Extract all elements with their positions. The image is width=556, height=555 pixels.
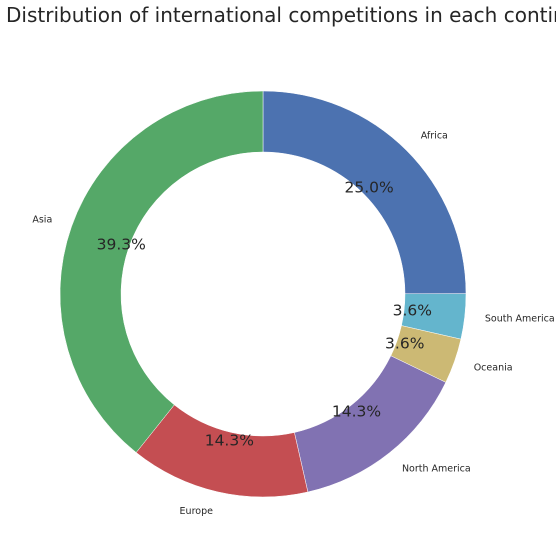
slice-label-south-america: South America [485, 313, 555, 324]
slice-asia [59, 90, 264, 453]
pct-label-europe: 14.3% [205, 431, 254, 449]
slice-label-asia: Asia [32, 215, 52, 226]
pct-label-asia: 39.3% [97, 235, 146, 253]
chart-title: Distribution of international competitio… [6, 3, 556, 27]
pct-label-north-america: 14.3% [332, 403, 381, 421]
slice-label-africa: Africa [421, 130, 448, 141]
labels-group: Africa 25.0% South America 3.6% Oceania 3.6% N… [32, 130, 554, 517]
slice-label-north-america: North America [402, 463, 471, 474]
slice-label-oceania: Oceania [474, 362, 513, 373]
slices-group [59, 90, 467, 498]
pct-label-south-america: 3.6% [393, 302, 432, 320]
slice-africa [262, 90, 467, 295]
slice-label-europe: Europe [180, 506, 214, 517]
pct-label-oceania: 3.6% [385, 335, 424, 353]
pct-label-africa: 25.0% [345, 179, 394, 197]
